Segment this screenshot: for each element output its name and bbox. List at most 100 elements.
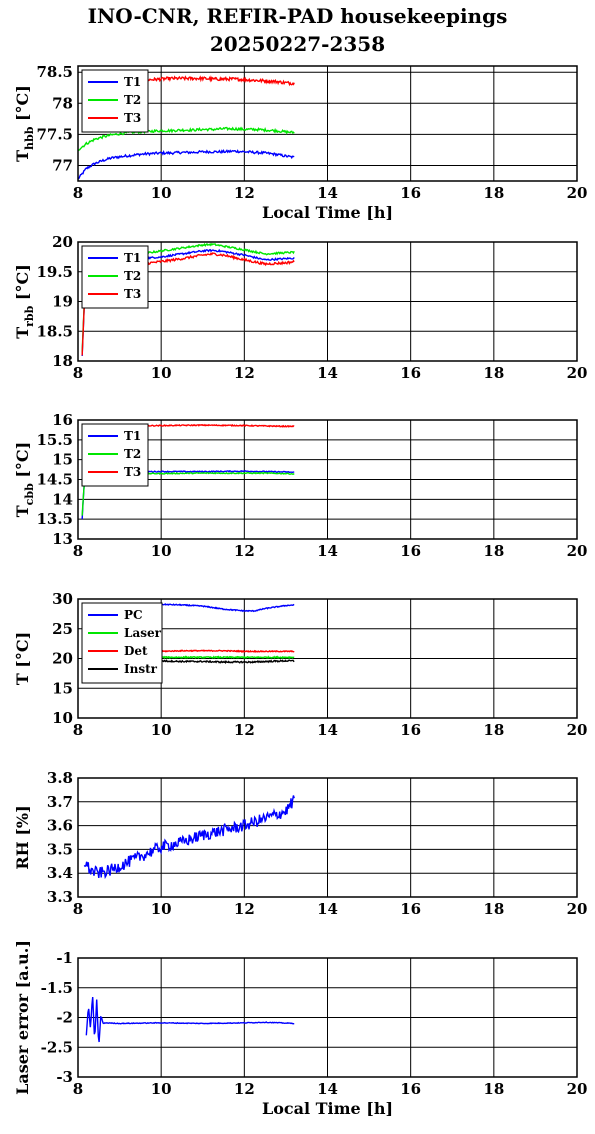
legend: T1 T2 T3 (81, 69, 149, 133)
y-tick-label: 77 (52, 156, 73, 174)
y-label-main: RH [%] (13, 805, 32, 869)
y-axis-label: T [°C] (13, 632, 32, 685)
x-tick-label: 8 (73, 1080, 83, 1098)
series-line-t1 (78, 148, 295, 180)
x-tick-label: 14 (317, 900, 338, 918)
x-tick-label: 12 (234, 1080, 255, 1098)
y-tick-label: 16 (52, 411, 73, 429)
legend-label-t2: T2 (124, 93, 141, 107)
y-tick-label: 20 (52, 650, 73, 668)
y-tick-label: 19.5 (36, 263, 73, 281)
chart-panel-2: 8 10 12 14 16 18 20 18 18.5 19 19.5 20 Trbb [°C] T1 T2… (13, 233, 587, 382)
y-tick-label: 3.3 (47, 888, 73, 906)
y-axis-label: Tcbb [°C] (13, 442, 36, 517)
x-tick-label: 20 (567, 1080, 588, 1098)
y-tick-label: 78.5 (36, 63, 73, 81)
y-tick-label: 25 (52, 620, 73, 638)
x-tick-label: 10 (151, 1080, 172, 1098)
plot-frame (77, 419, 578, 540)
x-tick-label: 8 (73, 184, 83, 202)
legend-label-laser: Laser (124, 626, 162, 640)
x-tick-label: 14 (317, 542, 338, 560)
x-tick-label: 8 (73, 364, 83, 382)
y-axis-label: Laser error [a.u.] (13, 940, 32, 1095)
x-tick-label: 8 (73, 542, 83, 560)
x-tick-label: 10 (151, 184, 172, 202)
y-tick-label: -2 (56, 1009, 73, 1027)
y-tick-label: 3.6 (47, 817, 73, 835)
x-tick-label: 20 (567, 900, 588, 918)
x-tick-label: 16 (400, 184, 421, 202)
x-tick-label: 10 (151, 364, 172, 382)
y-label-subscript: cbb (23, 483, 36, 505)
y-tick-label: 77.5 (36, 125, 73, 143)
legend-label-t1: T1 (124, 251, 141, 265)
legend: T1 T2 T3 (81, 245, 149, 309)
series-line-det (139, 649, 295, 653)
plot-frame (77, 957, 578, 1078)
legend: T1 T2 T3 (81, 423, 149, 487)
legend-label-t2: T2 (124, 269, 141, 283)
x-tick-label: 16 (400, 900, 421, 918)
y-tick-label: 15 (52, 679, 73, 697)
chart-panel-5: 8 10 12 14 16 18 20 3.3 3.4 3.5 3.6 3.7 3.8 RH [%] (13, 769, 587, 918)
legend-label-instr: Instr (124, 662, 158, 676)
x-tick-label: 20 (567, 184, 588, 202)
series-line-instr (139, 658, 295, 665)
x-tick-label: 18 (483, 364, 504, 382)
y-label-main: T (13, 150, 32, 162)
legend-label-t1: T1 (124, 75, 141, 89)
x-tick-label: 14 (317, 1080, 338, 1098)
legend-label-t3: T3 (124, 465, 141, 479)
x-tick-label: 14 (317, 721, 338, 739)
series-line-t3 (118, 423, 295, 429)
y-tick-label: 19 (52, 293, 73, 311)
y-label-main: Laser error [a.u.] (13, 940, 32, 1095)
x-tick-label: 18 (483, 542, 504, 560)
y-label-subscript: hbb (23, 126, 36, 150)
y-tick-label: 13.5 (36, 510, 73, 528)
y-axis-label: RH [%] (13, 805, 32, 869)
series-line-t3 (119, 75, 295, 87)
y-tick-label: 30 (52, 590, 73, 608)
x-tick-label: 18 (483, 184, 504, 202)
chart-subtitle: 20250227-2358 (209, 32, 386, 56)
x-tick-label: 14 (317, 184, 338, 202)
y-tick-label: -3 (56, 1068, 73, 1086)
y-label-main: T [°C] (13, 632, 32, 685)
y-tick-label: 15 (52, 451, 73, 469)
series-line-data (85, 997, 295, 1043)
legend: PC Laser Det Instr (81, 602, 163, 684)
x-tick-label: 12 (234, 364, 255, 382)
legend-label-t2: T2 (124, 447, 141, 461)
y-tick-label: 18.5 (36, 322, 73, 340)
chart-panel-1: 8 10 12 14 16 18 20 77 77.5 78 78.5 Local Time [h] T… (13, 63, 587, 222)
y-tick-label: 14.5 (36, 471, 73, 489)
plot-frame (77, 241, 578, 362)
y-label-unit: [°C] (13, 264, 32, 305)
x-tick-label: 14 (317, 364, 338, 382)
x-tick-label: 8 (73, 721, 83, 739)
y-axis-label: Thbb [°C] (13, 85, 36, 162)
x-tick-label: 16 (400, 721, 421, 739)
y-label-main: T (13, 505, 32, 517)
x-tick-label: 12 (234, 900, 255, 918)
y-tick-label: 3.8 (47, 769, 73, 787)
x-tick-label: 18 (483, 1080, 504, 1098)
x-tick-label: 20 (567, 542, 588, 560)
y-label-unit: [°C] (13, 442, 32, 483)
y-tick-label: 15.5 (36, 431, 73, 449)
x-axis-label: Local Time [h] (262, 1099, 393, 1118)
legend-label-pc: PC (124, 608, 143, 622)
plot-frame (77, 777, 578, 898)
y-label-subscript: rbb (23, 305, 36, 326)
y-tick-label: 3.7 (47, 793, 73, 811)
legend-label-det: Det (124, 644, 148, 658)
x-tick-label: 20 (567, 364, 588, 382)
y-tick-label: 18 (52, 352, 73, 370)
y-tick-label: 10 (52, 709, 73, 727)
y-tick-label: 20 (52, 233, 73, 251)
x-tick-label: 18 (483, 900, 504, 918)
x-tick-label: 8 (73, 900, 83, 918)
